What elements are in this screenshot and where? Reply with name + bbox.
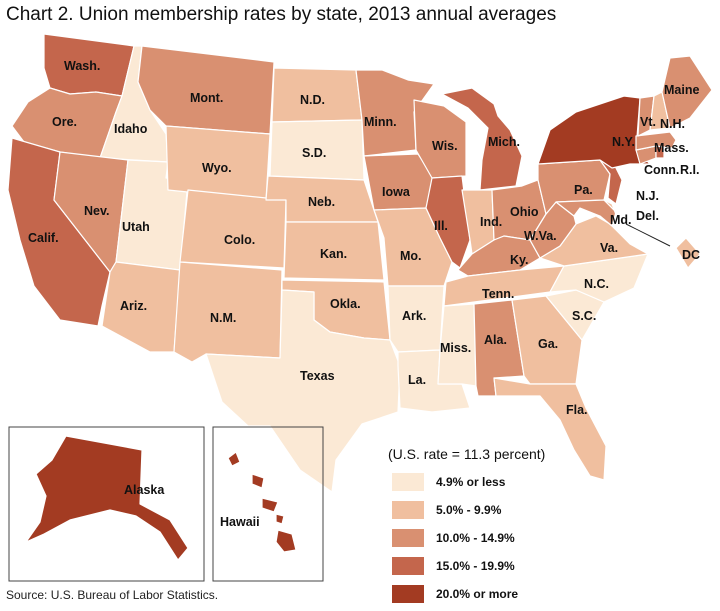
- label-nd: N.D.: [300, 93, 325, 107]
- label-mn: Minn.: [364, 115, 397, 129]
- state-ma[interactable]: [635, 131, 677, 151]
- hawaii-inset-frame: [212, 426, 324, 582]
- label-nh: N.H.: [660, 117, 685, 131]
- state-mt[interactable]: [137, 45, 275, 135]
- label-ky: Ky.: [510, 253, 529, 267]
- label-vt: Vt.: [640, 115, 656, 129]
- label-mt: Mont.: [190, 91, 223, 105]
- state-mi[interactable]: [441, 87, 523, 191]
- state-wi[interactable]: [413, 99, 467, 179]
- legend-label: 10.0% - 14.9%: [436, 531, 515, 545]
- legend-swatch: [392, 473, 424, 491]
- state-il[interactable]: [425, 175, 471, 269]
- legend-swatch: [392, 585, 424, 603]
- label-tx: Texas: [300, 369, 335, 383]
- label-hi: Hawaii: [220, 515, 260, 529]
- label-ia: Iowa: [382, 185, 411, 199]
- label-or: Ore.: [52, 115, 77, 129]
- state-de[interactable]: [603, 199, 619, 221]
- label-mo: Mo.: [400, 249, 422, 263]
- label-ne: Neb.: [308, 195, 335, 209]
- label-tn: Tenn.: [482, 287, 514, 301]
- label-me: Maine: [664, 83, 699, 97]
- label-in: Ind.: [480, 215, 502, 229]
- state-fl[interactable]: [493, 377, 607, 481]
- label-nj: N.J.: [636, 189, 659, 203]
- legend-row: 15.0% - 19.9%: [388, 554, 545, 578]
- label-al: Ala.: [484, 333, 507, 347]
- label-va: Va.: [600, 241, 618, 255]
- label-ga: Ga.: [538, 337, 558, 351]
- legend-label: 4.9% or less: [436, 475, 506, 489]
- label-nc: N.C.: [584, 277, 609, 291]
- state-labels: Wash. Ore. Calif. Idaho Nev. Utah Ariz. …: [28, 59, 700, 529]
- legend-label: 5.0% - 9.9%: [436, 503, 502, 517]
- label-pa: Pa.: [574, 183, 593, 197]
- label-ri: R.I.: [680, 163, 699, 177]
- alaska-inset-frame: [8, 426, 205, 582]
- label-ma: Mass.: [654, 141, 689, 155]
- label-ms: Miss.: [440, 341, 471, 355]
- legend-row: 10.0% - 14.9%: [388, 526, 545, 550]
- label-nm: N.M.: [210, 311, 236, 325]
- label-md: Md.: [610, 213, 632, 227]
- label-sd: S.D.: [302, 146, 326, 160]
- label-ny: N.Y.: [612, 135, 635, 149]
- legend-label: 15.0% - 19.9%: [436, 559, 515, 573]
- legend: (U.S. rate = 11.3 percent) 4.9% or less …: [388, 446, 545, 610]
- label-ut: Utah: [122, 220, 150, 234]
- legend-swatch: [392, 529, 424, 547]
- legend-row: 4.9% or less: [388, 470, 545, 494]
- label-ct: Conn.: [644, 163, 679, 177]
- label-nv: Nev.: [84, 204, 109, 218]
- label-ak: Alaska: [124, 483, 165, 497]
- label-wv: W.Va.: [524, 229, 557, 243]
- label-wy: Wyo.: [202, 161, 232, 175]
- dc-leader-line: [625, 223, 671, 247]
- label-wa: Wash.: [64, 59, 100, 73]
- label-de: Del.: [636, 209, 659, 223]
- label-oh: Ohio: [510, 205, 539, 219]
- label-mi: Mich.: [488, 135, 520, 149]
- label-co: Colo.: [224, 233, 255, 247]
- state-id[interactable]: [99, 45, 169, 163]
- label-il: Ill.: [434, 219, 448, 233]
- label-fl: Fla.: [566, 403, 588, 417]
- label-ar: Ark.: [402, 309, 426, 323]
- label-la: La.: [408, 373, 426, 387]
- legend-swatch: [392, 557, 424, 575]
- label-id: Idaho: [114, 122, 148, 136]
- label-az: Ariz.: [120, 299, 147, 313]
- state-ks[interactable]: [283, 221, 385, 281]
- source-note: Source: U.S. Bureau of Labor Statistics.: [6, 588, 219, 602]
- label-dc: DC: [682, 248, 700, 262]
- chart-title: Chart 2. Union membership rates by state…: [6, 4, 557, 25]
- state-co[interactable]: [179, 189, 287, 269]
- label-ca: Calif.: [28, 231, 59, 245]
- legend-row: 20.0% or more: [388, 582, 545, 606]
- legend-row: 5.0% - 9.9%: [388, 498, 545, 522]
- state-dc[interactable]: [675, 237, 701, 269]
- state-ny[interactable]: [537, 95, 651, 169]
- state-hi[interactable]: [227, 451, 297, 553]
- legend-label: 20.0% or more: [436, 587, 519, 601]
- label-ks: Kan.: [320, 247, 347, 261]
- label-ok: Okla.: [330, 297, 361, 311]
- state-ak[interactable]: [25, 435, 189, 561]
- state-me[interactable]: [661, 55, 713, 129]
- state-tx[interactable]: [205, 289, 401, 493]
- label-wi: Wis.: [432, 139, 458, 153]
- legend-swatch: [392, 501, 424, 519]
- legend-title: (U.S. rate = 11.3 percent): [388, 446, 546, 462]
- label-sc: S.C.: [572, 309, 596, 323]
